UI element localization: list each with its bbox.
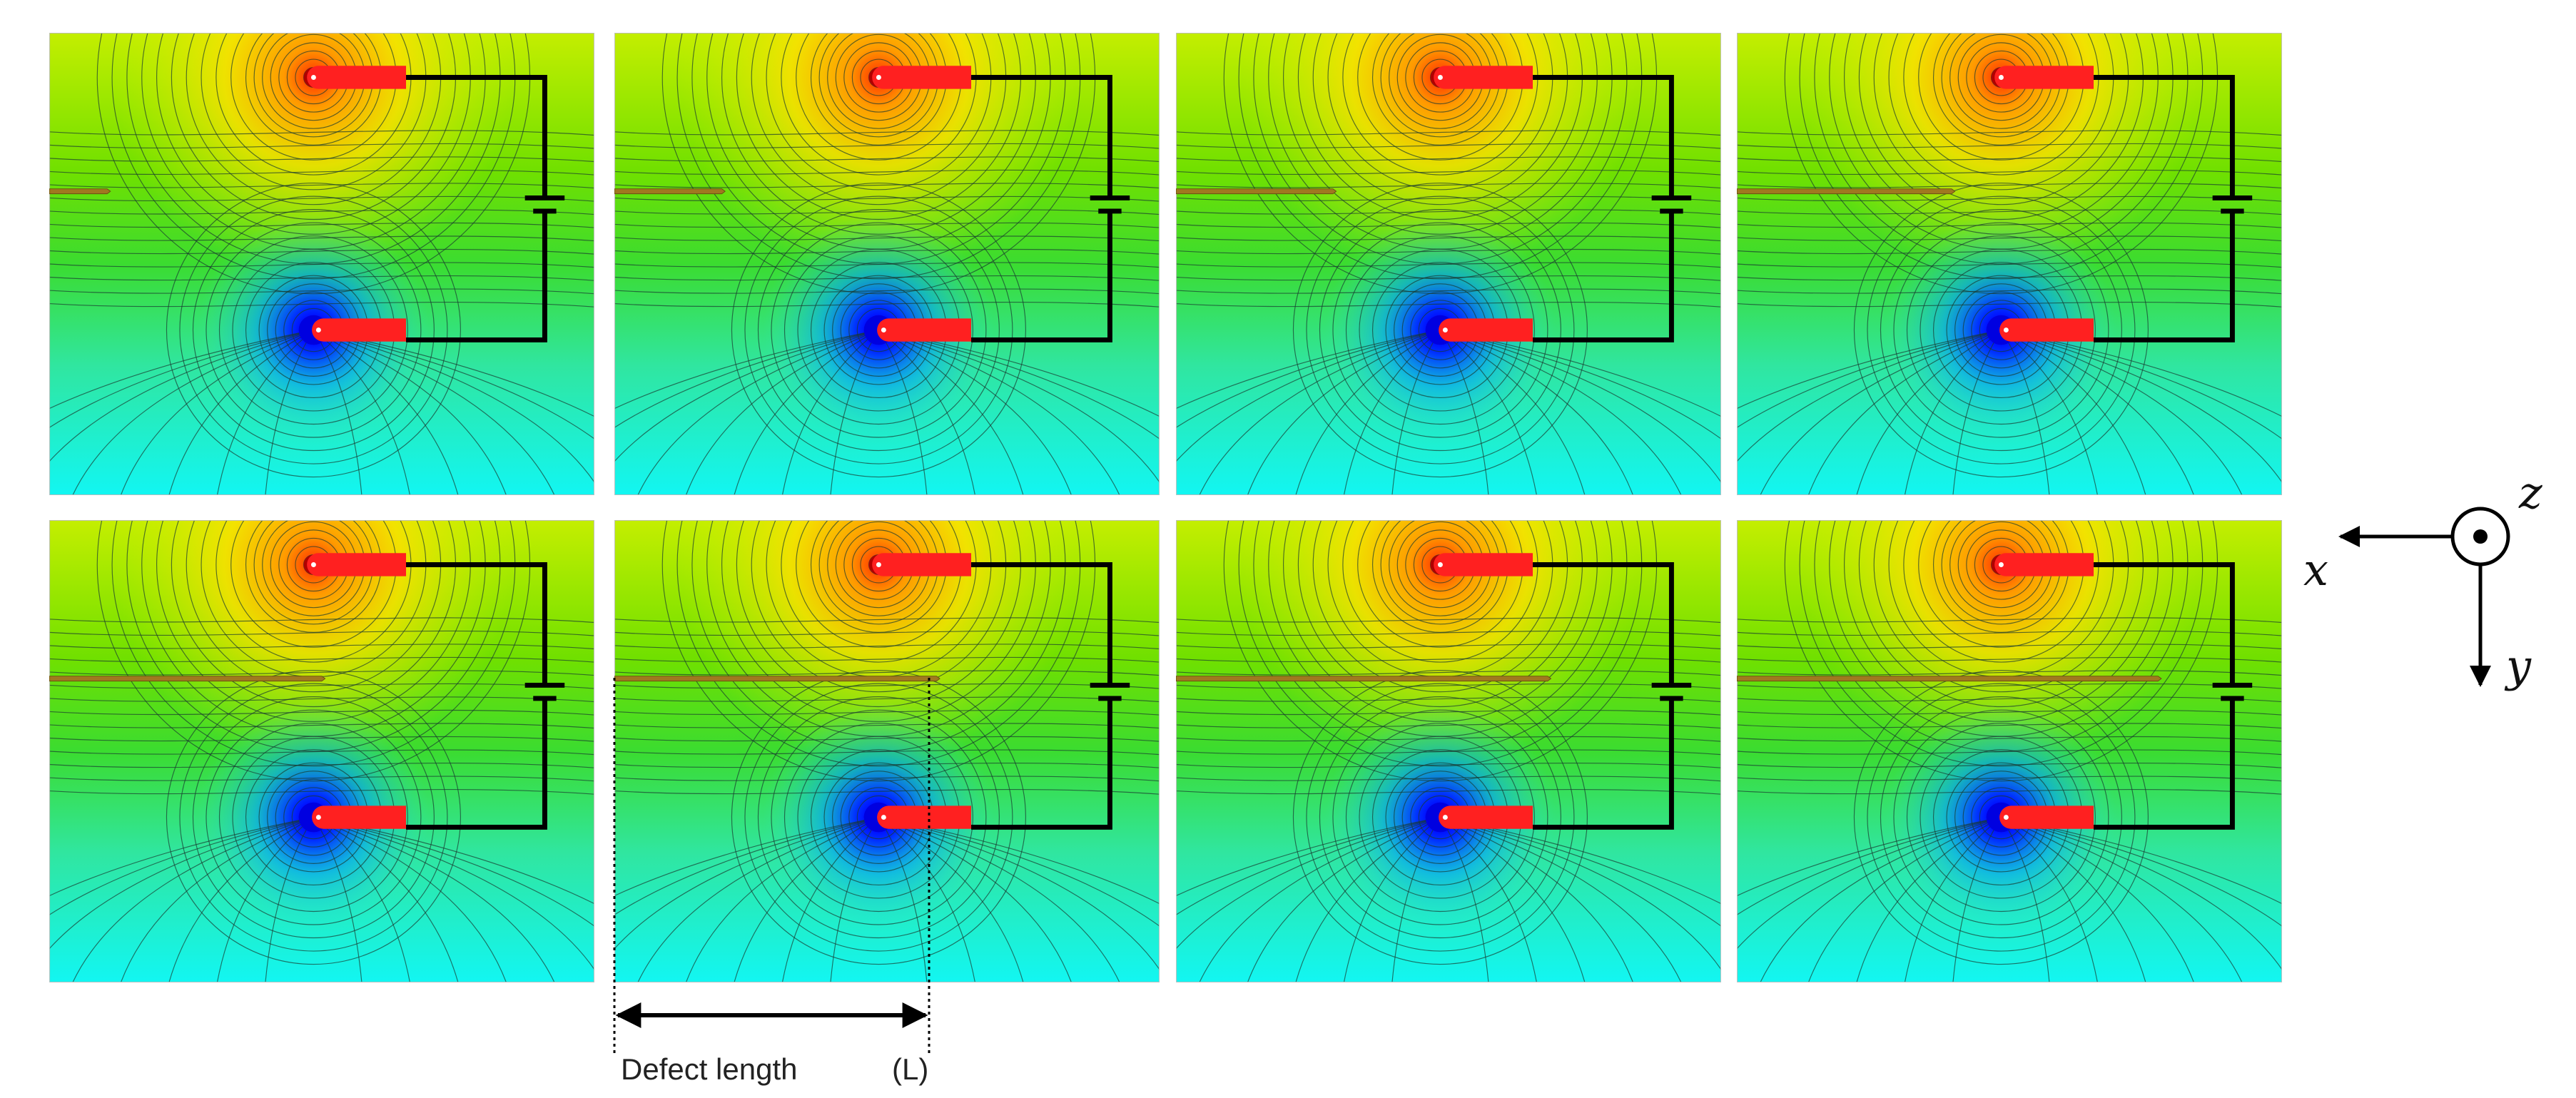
defect xyxy=(614,188,726,195)
field-panel xyxy=(1044,0,1837,512)
x-label: x xyxy=(2303,544,2328,596)
defect xyxy=(1176,188,1337,195)
potential-map xyxy=(0,0,710,512)
field-panel xyxy=(1176,348,1837,999)
potential-map xyxy=(482,0,1275,512)
field-panel xyxy=(49,348,710,999)
axes-symbol: z x y xyxy=(2303,467,2542,692)
defect xyxy=(1737,188,1956,195)
dimension: Defect length (L) xyxy=(613,678,930,1086)
potential-map xyxy=(1044,0,1837,512)
defect xyxy=(1176,676,1552,682)
defect xyxy=(49,188,111,195)
field-panel xyxy=(1605,0,2398,512)
annotation-label: Defect length xyxy=(621,1052,798,1086)
field-panel xyxy=(1737,348,2398,999)
defect xyxy=(614,676,940,682)
y-label: y xyxy=(2504,640,2532,692)
panels xyxy=(0,0,2398,999)
defect xyxy=(1737,676,2162,682)
z-label: z xyxy=(2518,467,2542,519)
potential-map xyxy=(1605,0,2398,512)
defect xyxy=(49,676,326,682)
annotation-symbol: (L) xyxy=(892,1052,928,1086)
z-dot xyxy=(2473,529,2488,544)
field-panel xyxy=(482,0,1275,512)
field-panel xyxy=(0,0,710,512)
